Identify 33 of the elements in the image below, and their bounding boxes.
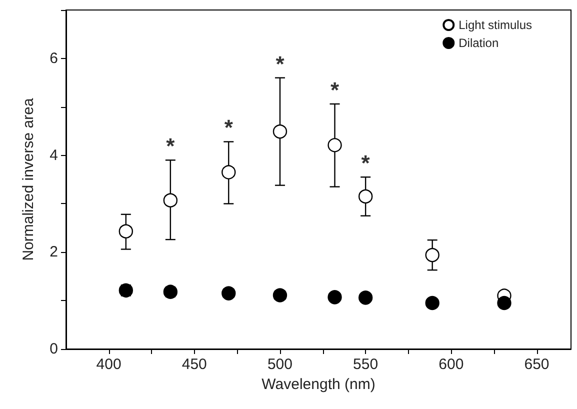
point [425,296,440,310]
legend-label: Light stimulus [458,18,532,32]
legend-label: Dilation [458,36,499,50]
point [358,189,373,204]
annotation: * [361,150,370,176]
y-tick-label: 2 [50,244,58,261]
annotation: * [166,134,176,159]
point [328,138,342,152]
point [222,286,236,300]
y-tick-label: 0 [50,340,58,358]
y-axis-title: Normalized inverse area [20,98,37,261]
point [272,288,288,302]
x-tick-label: 450 [182,356,207,373]
point [118,224,134,238]
x-tick-label: 500 [267,356,292,373]
y-tick-label: 6 [50,50,58,67]
point [163,284,178,299]
point [425,248,440,262]
point [222,165,236,180]
point [272,124,288,139]
point [358,290,373,305]
y-tick-label: 4 [50,146,58,164]
point [163,193,178,208]
x-tick-label: 400 [96,356,122,373]
point [328,290,342,304]
x-tick-label: 550 [353,356,378,373]
point [497,296,512,310]
x-tick-label: 600 [438,356,464,373]
annotation: * [224,115,234,140]
annotation: * [330,77,340,102]
x-axis-title: Wavelength (nm) [262,376,376,393]
annotation: * [276,51,285,76]
x-tick-label: 650 [524,356,550,373]
